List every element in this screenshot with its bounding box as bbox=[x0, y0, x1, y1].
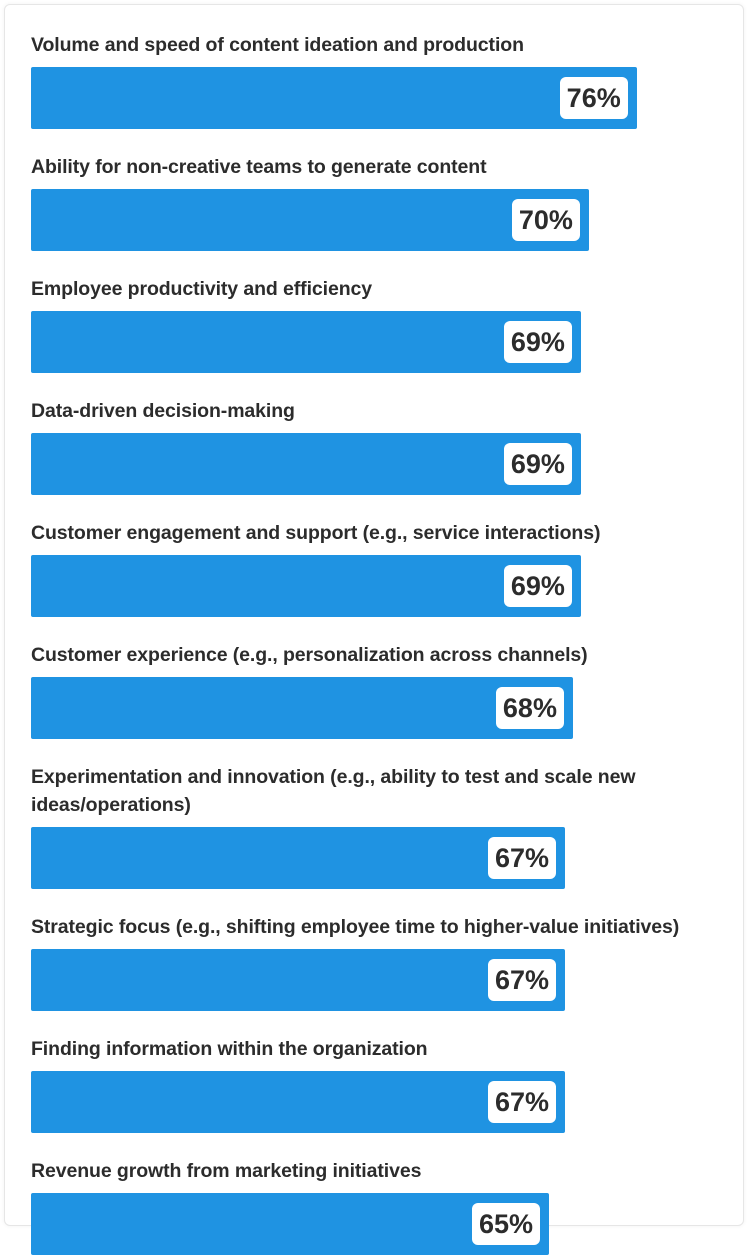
category-label: Experimentation and innovation (e.g., ab… bbox=[31, 766, 636, 816]
bar: 68% bbox=[31, 677, 573, 739]
data-label: 69% bbox=[503, 321, 572, 363]
data-label: 69% bbox=[503, 565, 572, 607]
bar: 67% bbox=[31, 949, 565, 1011]
bar: 69% bbox=[31, 433, 581, 495]
data-label: 67% bbox=[487, 959, 556, 1001]
category-label: Customer experience (e.g., personalizati… bbox=[31, 644, 588, 666]
data-label: 68% bbox=[495, 687, 564, 729]
data-label: 69% bbox=[503, 443, 572, 485]
bar: 69% bbox=[31, 555, 581, 617]
category-label: Revenue growth from marketing initiative… bbox=[31, 1160, 422, 1182]
bar: 67% bbox=[31, 1071, 565, 1133]
category-label: Customer engagement and support (e.g., s… bbox=[31, 522, 601, 544]
bar: 67% bbox=[31, 827, 565, 889]
bar: 76% bbox=[31, 67, 637, 129]
data-label: 65% bbox=[472, 1203, 541, 1245]
data-label: 70% bbox=[511, 199, 580, 241]
category-label: Volume and speed of content ideation and… bbox=[31, 34, 524, 56]
category-label: Finding information within the organizat… bbox=[31, 1038, 428, 1060]
category-label: Data-driven decision-making bbox=[31, 400, 295, 422]
data-label: 67% bbox=[487, 1081, 556, 1123]
category-label: Strategic focus (e.g., shifting employee… bbox=[31, 916, 680, 938]
data-label: 67% bbox=[487, 837, 556, 879]
category-label: Ability for non-creative teams to genera… bbox=[31, 156, 487, 178]
bar: 69% bbox=[31, 311, 581, 373]
bar: 65% bbox=[31, 1193, 550, 1255]
bar: 70% bbox=[31, 189, 589, 251]
category-label: Employee productivity and efficiency bbox=[31, 278, 372, 300]
data-label: 76% bbox=[559, 77, 628, 119]
